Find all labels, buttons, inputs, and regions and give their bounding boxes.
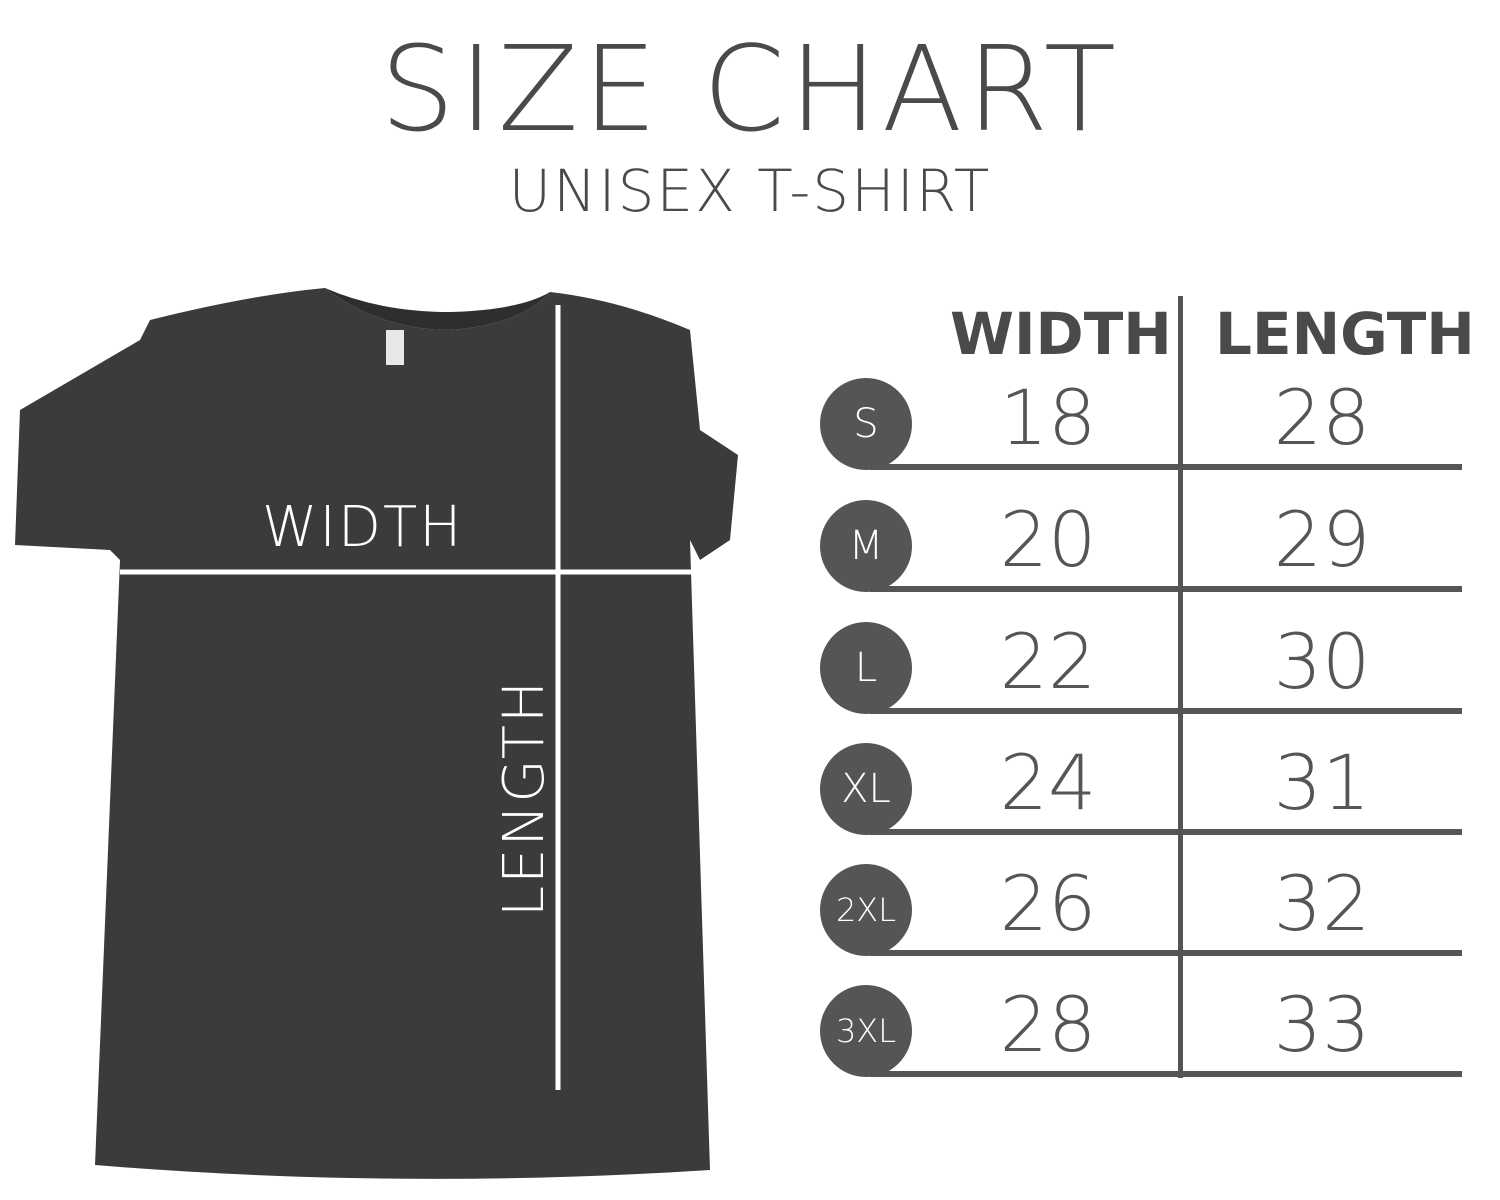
size-badge: 2XL <box>820 864 912 956</box>
header-length: LENGTH <box>1215 300 1475 368</box>
tshirt-image <box>15 288 738 1179</box>
column-divider <box>1178 296 1183 1078</box>
row-underline <box>870 464 1462 470</box>
size-label: M <box>848 523 884 569</box>
row-underline <box>870 950 1462 956</box>
table-row: S 18 28 <box>0 368 1500 490</box>
size-badge: S <box>820 378 912 470</box>
width-value: 18 <box>999 373 1097 462</box>
table-row: XL 24 31 <box>0 733 1500 855</box>
length-value: 30 <box>1273 617 1371 706</box>
table-row: L 22 30 <box>0 612 1500 734</box>
width-value: 28 <box>999 980 1097 1069</box>
header-width: WIDTH <box>950 300 1172 368</box>
size-label: L <box>854 645 878 691</box>
size-label: 3XL <box>835 1012 897 1050</box>
length-value: 31 <box>1273 738 1371 827</box>
length-value: 33 <box>1273 980 1371 1069</box>
width-value: 26 <box>999 859 1097 948</box>
size-badge: L <box>820 622 912 714</box>
width-value: 24 <box>999 738 1097 827</box>
width-value: 20 <box>999 495 1097 584</box>
page-title: SIZE CHART <box>380 20 1120 158</box>
length-value: 28 <box>1273 373 1371 462</box>
table-row: 2XL 26 32 <box>0 854 1500 976</box>
size-label: 2XL <box>835 891 897 929</box>
size-badge: XL <box>820 743 912 835</box>
size-label: XL <box>841 766 891 812</box>
size-label: S <box>853 401 879 447</box>
page-subtitle: UNISEX T-SHIRT <box>508 157 992 225</box>
size-badge: M <box>820 500 912 592</box>
length-value: 32 <box>1273 859 1371 948</box>
length-value: 29 <box>1273 495 1371 584</box>
width-label: WIDTH <box>262 495 464 560</box>
size-badge: 3XL <box>820 985 912 1077</box>
table-row: M 20 29 <box>0 490 1500 612</box>
row-underline <box>870 586 1462 592</box>
table-row: 3XL 28 33 <box>0 975 1500 1097</box>
tshirt-tag <box>386 330 404 365</box>
width-value: 22 <box>999 617 1097 706</box>
row-underline <box>870 1071 1462 1077</box>
row-underline <box>870 829 1462 835</box>
row-underline <box>870 708 1462 714</box>
